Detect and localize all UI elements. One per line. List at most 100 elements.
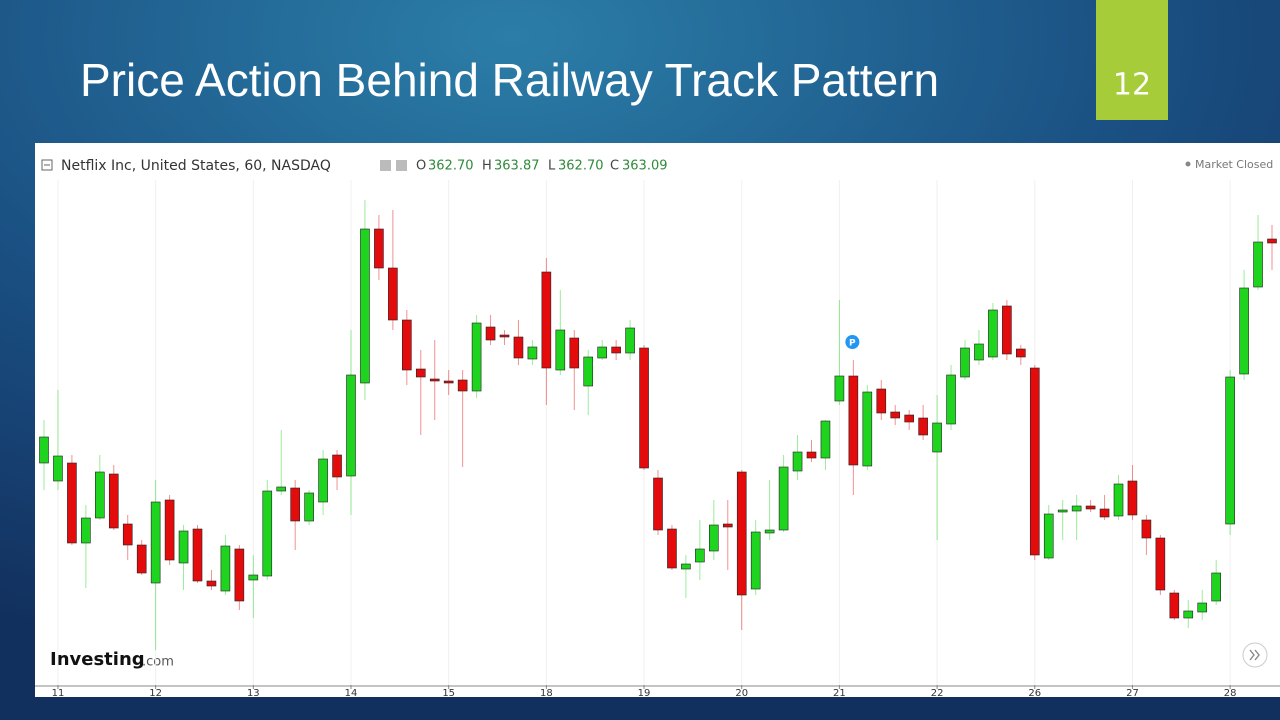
candle-body xyxy=(736,471,747,596)
candle-body xyxy=(95,471,105,519)
candle-body xyxy=(918,417,928,436)
candle-body xyxy=(1253,241,1263,288)
x-tick-label: 12 xyxy=(149,688,162,699)
icon xyxy=(396,160,407,171)
candle-body xyxy=(876,388,887,414)
candle-body xyxy=(443,380,454,384)
candle-body xyxy=(1071,505,1082,512)
candle-body xyxy=(262,490,273,577)
candle-body xyxy=(1099,508,1110,518)
candle-body xyxy=(304,492,314,522)
candle-body xyxy=(457,379,468,392)
marker-label: P xyxy=(849,339,856,349)
candle-body xyxy=(220,545,231,592)
candle-body xyxy=(667,528,677,569)
candle-body xyxy=(53,455,63,482)
candle-body xyxy=(653,477,663,531)
candle-body xyxy=(429,378,440,382)
candle-body xyxy=(1211,572,1221,602)
candle-body xyxy=(1225,376,1235,525)
x-tick-label: 19 xyxy=(638,688,651,699)
candle-body xyxy=(527,346,538,360)
candle-body xyxy=(318,458,328,503)
candle-body xyxy=(541,271,552,369)
candle-body xyxy=(1029,367,1040,556)
market-status: Market Closed xyxy=(1195,158,1273,171)
candle-body xyxy=(192,528,203,582)
candle-body xyxy=(722,523,733,528)
candle-body xyxy=(513,336,524,359)
candle-body xyxy=(1127,480,1138,516)
candle-body xyxy=(360,228,370,384)
candle-body xyxy=(499,334,510,338)
candle-body xyxy=(206,580,217,587)
candle-body xyxy=(681,563,691,570)
candle-body xyxy=(164,499,175,561)
collapse-icon xyxy=(41,159,53,171)
candle-body xyxy=(625,327,635,354)
candle-body xyxy=(792,451,803,472)
candle-body xyxy=(555,329,566,371)
quote-value: 363.09 xyxy=(622,159,668,174)
candle-body xyxy=(1197,602,1208,613)
x-tick-label: 22 xyxy=(931,688,944,699)
quote-value: 363.87 xyxy=(494,159,540,174)
candle-body xyxy=(402,319,412,371)
candle-body xyxy=(81,517,91,544)
candle-body xyxy=(960,347,970,378)
icon xyxy=(380,160,391,171)
chart-panel xyxy=(35,143,1280,697)
candle-body xyxy=(988,309,998,358)
candle-body xyxy=(1141,519,1152,539)
candle-body xyxy=(583,356,594,387)
candle-body xyxy=(1239,287,1249,375)
candle-body xyxy=(597,346,607,359)
candle-body xyxy=(932,422,942,453)
marker xyxy=(845,335,860,349)
candle-body xyxy=(1043,513,1054,559)
candle-body xyxy=(136,544,147,574)
x-tick-label: 13 xyxy=(247,688,260,699)
candle-body xyxy=(108,473,119,529)
x-tick-label: 18 xyxy=(540,688,553,699)
candle-body xyxy=(834,375,845,402)
number-box xyxy=(1096,0,1168,120)
candle-body xyxy=(1085,505,1096,510)
candle-body xyxy=(1169,592,1180,619)
candle-body xyxy=(695,548,705,563)
candle-body xyxy=(122,523,133,546)
candle-body xyxy=(1016,348,1026,358)
candle-body xyxy=(750,531,761,590)
candle-body xyxy=(890,411,901,419)
candle-body xyxy=(150,501,161,584)
candle-body xyxy=(248,574,259,581)
candle-body xyxy=(848,375,859,466)
status-dot xyxy=(1185,161,1191,167)
scroll-icon xyxy=(1249,649,1260,661)
candle-body xyxy=(778,466,789,531)
quote-value: 362.70 xyxy=(558,159,604,174)
quote-value: 362.70 xyxy=(428,159,474,174)
x-tick-label: 21 xyxy=(833,688,846,699)
x-tick-label: 11 xyxy=(52,688,65,699)
candle-body xyxy=(904,414,914,423)
candle-body xyxy=(332,454,342,478)
candle-body xyxy=(946,374,956,425)
candle-body xyxy=(639,347,649,469)
quote-key: C xyxy=(610,159,619,174)
slide-title: Price Action Behind Railway Track Patter… xyxy=(80,54,939,106)
x-tick-label: 15 xyxy=(442,688,455,699)
candle-body xyxy=(709,524,719,552)
candle-body xyxy=(346,374,356,477)
candle-body xyxy=(611,346,621,354)
scroll-button[interactable] xyxy=(1242,642,1268,668)
candle-body xyxy=(974,343,984,361)
x-tick-label: 14 xyxy=(345,688,358,699)
candle-body xyxy=(471,322,482,392)
chart-title: Netflix Inc, United States, 60, NASDAQ xyxy=(61,158,331,174)
candle-body xyxy=(1267,238,1277,244)
candle-body xyxy=(67,462,77,544)
candle-body xyxy=(1183,610,1194,619)
x-tick-label: 26 xyxy=(1028,688,1041,699)
